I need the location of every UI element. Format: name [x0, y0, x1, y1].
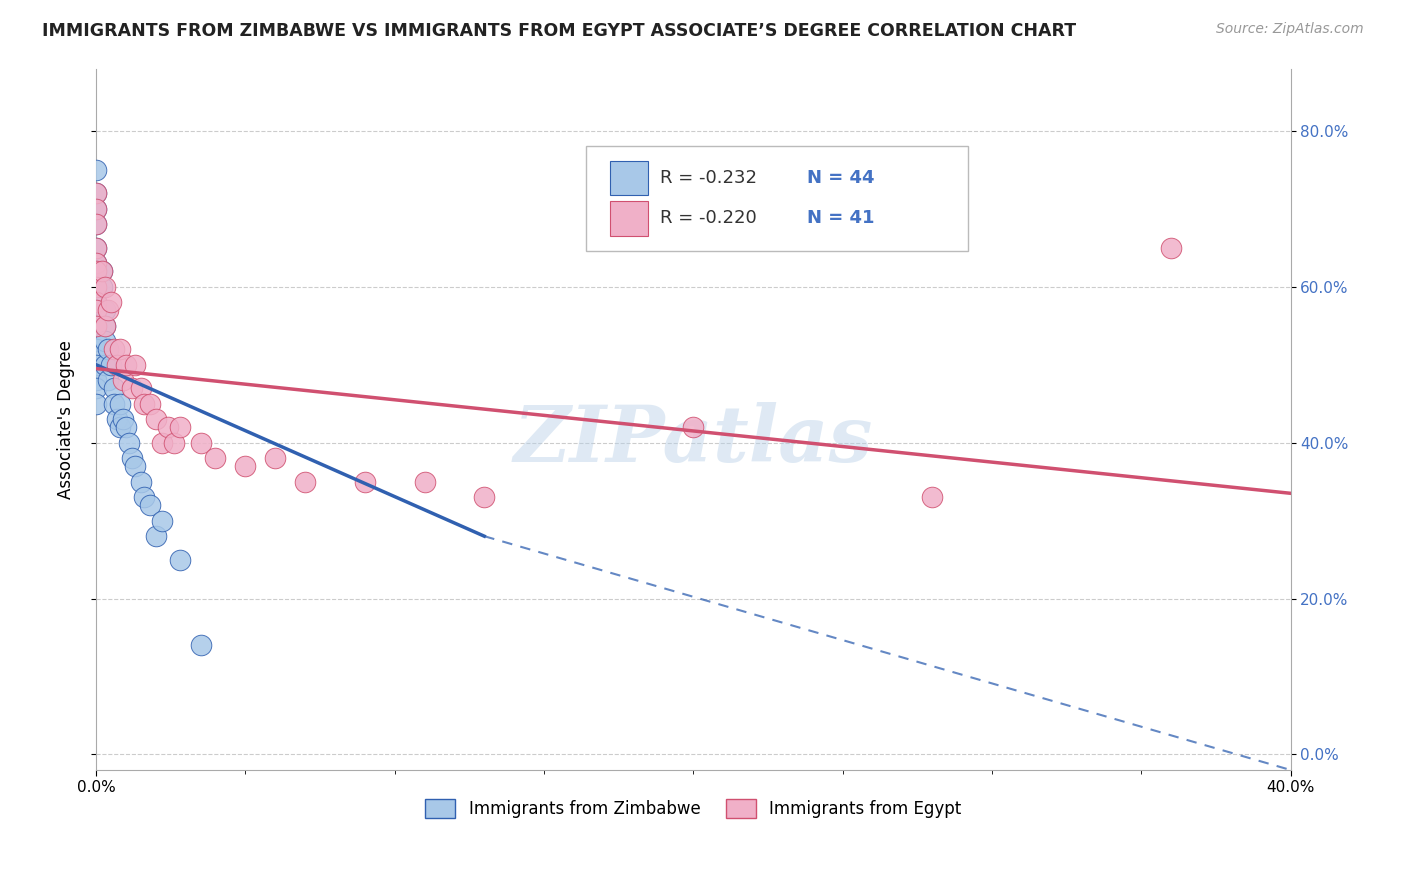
Point — [84, 241, 107, 255]
Point — [84, 256, 107, 270]
Point — [84, 318, 107, 333]
Point — [108, 342, 131, 356]
Point — [105, 412, 128, 426]
Point — [233, 458, 256, 473]
Point — [84, 303, 107, 318]
Point — [121, 451, 143, 466]
FancyBboxPatch shape — [610, 161, 648, 195]
Point — [91, 264, 114, 278]
Point — [84, 186, 107, 201]
Point — [94, 334, 117, 349]
Point — [103, 381, 125, 395]
Point — [921, 490, 943, 504]
Point — [1160, 241, 1182, 255]
Point — [682, 420, 704, 434]
Point — [145, 412, 167, 426]
Point — [294, 475, 316, 489]
FancyBboxPatch shape — [610, 202, 648, 235]
Point — [108, 397, 131, 411]
Point — [145, 529, 167, 543]
Point — [264, 451, 287, 466]
Point — [84, 381, 107, 395]
Point — [124, 358, 146, 372]
Text: N = 41: N = 41 — [807, 210, 875, 227]
Point — [353, 475, 375, 489]
Point — [150, 435, 173, 450]
Point — [132, 397, 155, 411]
Point — [169, 552, 191, 566]
Point — [84, 397, 107, 411]
Point — [84, 295, 107, 310]
Text: R = -0.232: R = -0.232 — [659, 169, 756, 187]
Point — [84, 279, 107, 293]
Point — [115, 420, 138, 434]
Point — [97, 303, 120, 318]
Point — [139, 498, 162, 512]
Point — [190, 638, 212, 652]
Point — [94, 358, 117, 372]
Point — [84, 279, 107, 293]
Point — [124, 458, 146, 473]
Point — [84, 162, 107, 177]
Point — [94, 318, 117, 333]
Point — [139, 397, 162, 411]
Point — [118, 435, 141, 450]
Point — [97, 342, 120, 356]
Point — [84, 318, 107, 333]
Legend: Immigrants from Zimbabwe, Immigrants from Egypt: Immigrants from Zimbabwe, Immigrants fro… — [419, 792, 967, 825]
Text: Source: ZipAtlas.com: Source: ZipAtlas.com — [1216, 22, 1364, 37]
Point — [169, 420, 191, 434]
Point — [190, 435, 212, 450]
FancyBboxPatch shape — [586, 145, 969, 251]
Point — [108, 420, 131, 434]
Point — [84, 256, 107, 270]
Point — [84, 202, 107, 216]
Point — [84, 241, 107, 255]
Point — [84, 264, 107, 278]
Point — [472, 490, 495, 504]
Point — [84, 342, 107, 356]
Point — [204, 451, 226, 466]
Point — [121, 381, 143, 395]
Point — [91, 279, 114, 293]
Point — [132, 490, 155, 504]
Point — [129, 381, 152, 395]
Point — [115, 358, 138, 372]
Point — [150, 514, 173, 528]
Point — [94, 303, 117, 318]
Point — [111, 412, 134, 426]
Point — [129, 475, 152, 489]
Point — [84, 358, 107, 372]
Point — [97, 373, 120, 387]
Point — [84, 264, 107, 278]
Text: IMMIGRANTS FROM ZIMBABWE VS IMMIGRANTS FROM EGYPT ASSOCIATE’S DEGREE CORRELATION: IMMIGRANTS FROM ZIMBABWE VS IMMIGRANTS F… — [42, 22, 1077, 40]
Point — [84, 264, 107, 278]
Point — [84, 295, 107, 310]
Point — [91, 264, 114, 278]
Point — [94, 279, 117, 293]
Y-axis label: Associate's Degree: Associate's Degree — [58, 340, 75, 499]
Point — [163, 435, 186, 450]
Point — [100, 358, 122, 372]
Point — [94, 318, 117, 333]
Point — [156, 420, 179, 434]
Point — [84, 373, 107, 387]
Point — [84, 186, 107, 201]
Point — [103, 342, 125, 356]
Point — [111, 373, 134, 387]
Point — [413, 475, 436, 489]
Point — [84, 218, 107, 232]
Point — [84, 202, 107, 216]
Text: ZIPatlas: ZIPatlas — [513, 402, 873, 478]
Text: N = 44: N = 44 — [807, 169, 875, 187]
Point — [84, 303, 107, 318]
Text: R = -0.220: R = -0.220 — [659, 210, 756, 227]
Point — [84, 218, 107, 232]
Point — [103, 397, 125, 411]
Point — [84, 334, 107, 349]
Point — [105, 358, 128, 372]
Point — [100, 295, 122, 310]
